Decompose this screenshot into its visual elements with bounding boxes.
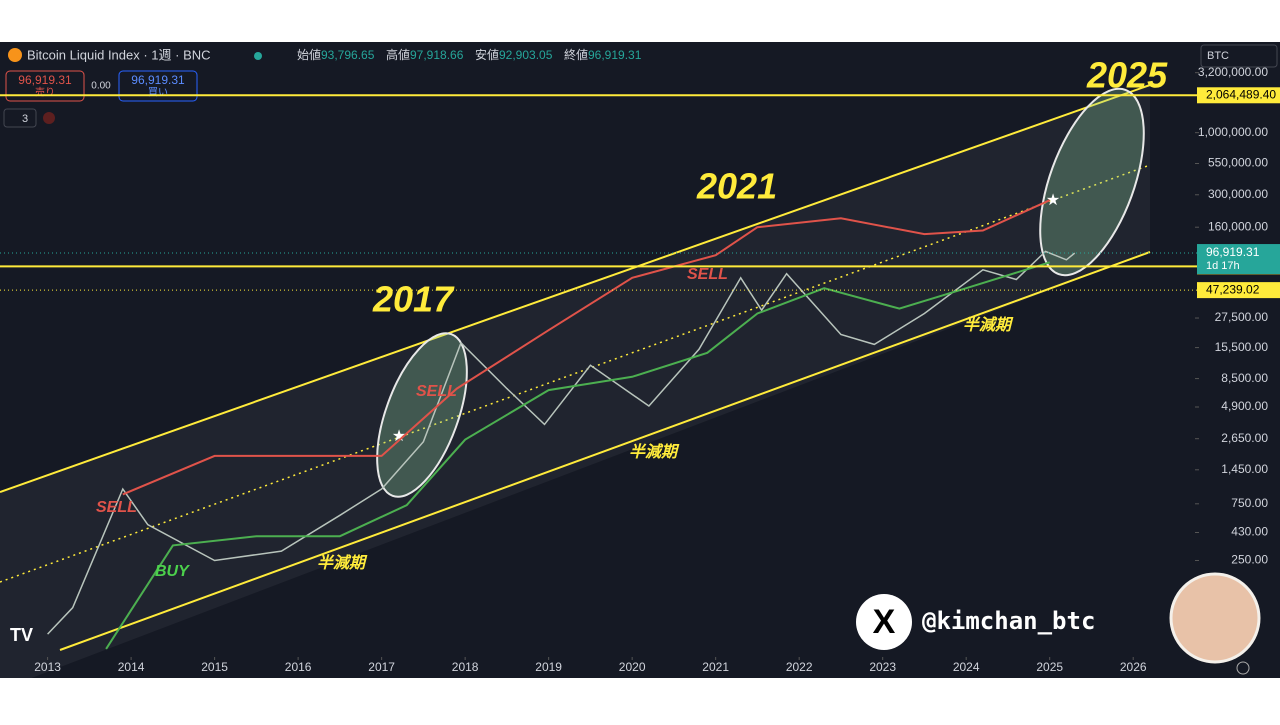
chart-bg bbox=[0, 42, 1280, 678]
countdown: 1d 17h bbox=[1206, 260, 1240, 272]
value: 93,796.65 bbox=[321, 48, 375, 62]
y-tick-label: 3,200,000.00 bbox=[1198, 65, 1268, 79]
tv-logo: TV bbox=[10, 625, 33, 645]
x-tick-label: 2015 bbox=[201, 660, 228, 674]
buy-price: 96,919.31 bbox=[131, 73, 185, 87]
annotation: 半減期 bbox=[629, 443, 680, 461]
annotation: 2017 bbox=[372, 279, 455, 320]
value: 96,919.31 bbox=[588, 48, 642, 62]
y-tick-label: 8,500.00 bbox=[1221, 371, 1268, 385]
highlight-2017 bbox=[376, 332, 468, 498]
x-tick-label: 2024 bbox=[953, 660, 980, 674]
y-tick-label: 430.00 bbox=[1231, 525, 1268, 539]
x-tick-label: 2019 bbox=[535, 660, 562, 674]
annotation: SELL bbox=[96, 499, 137, 516]
y-tick-label: 750.00 bbox=[1231, 496, 1268, 510]
buy-button[interactable] bbox=[118, 70, 198, 102]
indicator-count: 3 bbox=[22, 113, 28, 125]
series-line bbox=[47, 250, 1076, 635]
label: 始値 bbox=[297, 47, 321, 62]
currency-select[interactable] bbox=[1200, 44, 1278, 68]
x-tick-label: 2016 bbox=[285, 660, 312, 674]
currency: BTC bbox=[1207, 50, 1229, 62]
buy-label: 買い bbox=[148, 87, 168, 99]
y-tick-label: 1,000,000.00 bbox=[1198, 125, 1268, 139]
star: ★ bbox=[392, 428, 406, 445]
y-tick-label: 4,900.00 bbox=[1221, 399, 1268, 413]
channel-lower bbox=[59, 251, 1151, 651]
channel-fill bbox=[0, 85, 1150, 690]
annotation: BUY bbox=[155, 563, 190, 580]
last-price-tag bbox=[1197, 244, 1280, 275]
level-label: 2,064,489.40 bbox=[1206, 87, 1276, 101]
value: 92,903.05 bbox=[499, 48, 553, 62]
spread: 0.00 bbox=[91, 81, 111, 92]
series-line bbox=[122, 199, 1051, 496]
label: 安値 bbox=[475, 47, 499, 62]
x-tick-label: 2025 bbox=[1036, 660, 1063, 674]
x-mark: X bbox=[873, 603, 896, 641]
x-tick-label: 2017 bbox=[368, 660, 395, 674]
level-label: 47,239.02 bbox=[1206, 282, 1260, 296]
y-tick-label: 1,450.00 bbox=[1221, 462, 1268, 476]
level-tag bbox=[1197, 87, 1280, 104]
annotation: SELL bbox=[687, 266, 728, 283]
y-tick-label: 160,000.00 bbox=[1208, 219, 1268, 233]
x-tick-label: 2020 bbox=[619, 660, 646, 674]
level-tag bbox=[1197, 282, 1280, 299]
x-tick-label: 2022 bbox=[786, 660, 813, 674]
x-tick-label: 2018 bbox=[452, 660, 479, 674]
annotation: SELL bbox=[416, 383, 457, 400]
x-tick-label: 2014 bbox=[118, 660, 145, 674]
indicator-toggle[interactable] bbox=[3, 108, 37, 128]
x-tick-label: 2021 bbox=[702, 660, 729, 674]
channel-upper bbox=[0, 84, 1151, 493]
ohlc: 始値 93,796.65 高値 97,918.66 安値 92,903.05 終… bbox=[297, 47, 642, 62]
highlight-2025 bbox=[1039, 87, 1145, 277]
alert-icon bbox=[43, 112, 55, 124]
symbol[interactable]: Bitcoin Liquid Index · 1週 · BNC bbox=[27, 47, 211, 62]
last-price-label: 96,919.31 bbox=[1206, 245, 1260, 259]
y-tick-label: 550,000.00 bbox=[1208, 156, 1268, 170]
y-tick-label: 300,000.00 bbox=[1208, 187, 1268, 201]
x-logo bbox=[856, 594, 912, 650]
label: 終値 bbox=[564, 47, 588, 62]
y-tick-label: 2,650.00 bbox=[1221, 431, 1268, 445]
annotation: 半減期 bbox=[317, 554, 368, 572]
y-tick-label: 27,500.00 bbox=[1215, 310, 1269, 324]
annotation: 2025 bbox=[1086, 55, 1168, 96]
sell-label: 売り bbox=[35, 86, 55, 99]
annotation: 2021 bbox=[696, 166, 777, 207]
settings-icon[interactable] bbox=[1236, 661, 1250, 675]
x-tick-label: 2026 bbox=[1120, 660, 1147, 674]
label: 高値 bbox=[386, 47, 410, 62]
y-tick-label: 15,500.00 bbox=[1215, 340, 1269, 354]
handle: @kimchan_btc bbox=[922, 607, 1095, 635]
x-tick-label: 2023 bbox=[869, 660, 896, 674]
x-tick-label: 2013 bbox=[34, 660, 61, 674]
coin-icon bbox=[8, 48, 22, 62]
series-line bbox=[105, 261, 1050, 650]
y-tick-label: 250.00 bbox=[1231, 553, 1268, 567]
value: 97,918.66 bbox=[410, 48, 464, 62]
star: ★ bbox=[1046, 192, 1060, 209]
sell-price: 96,919.31 bbox=[18, 73, 72, 87]
avatar bbox=[1169, 572, 1261, 664]
annotation: 半減期 bbox=[963, 316, 1014, 334]
sell-button[interactable] bbox=[5, 70, 85, 102]
status-dot bbox=[254, 52, 262, 60]
